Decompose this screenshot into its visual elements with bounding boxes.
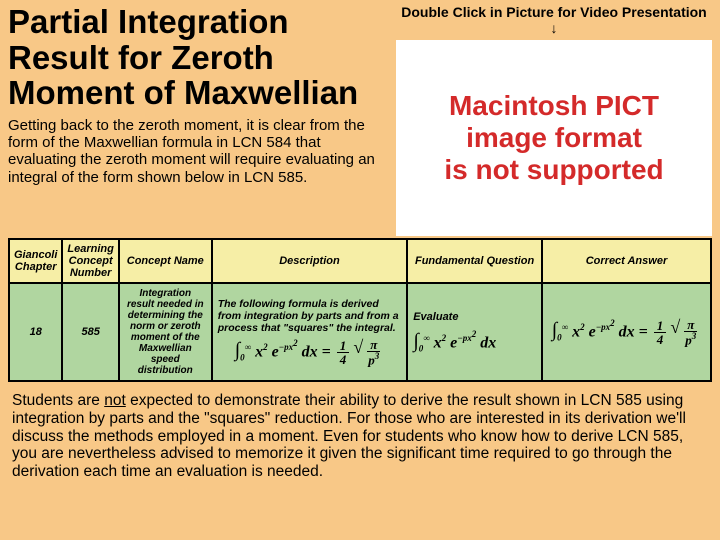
th-chapter: Giancoli Chapter bbox=[9, 239, 62, 283]
th-desc: Description bbox=[212, 239, 408, 283]
cell-desc: The following formula is derived from in… bbox=[212, 283, 408, 381]
th-answer: Correct Answer bbox=[542, 239, 711, 283]
bottom-not: not bbox=[104, 392, 126, 409]
table-row: 18 585 Integration result needed in dete… bbox=[9, 283, 711, 381]
question-formula: ∫0∞ x2 e−px2 dx bbox=[413, 329, 536, 354]
double-click-hint: Double Click in Picture for Video Presen… bbox=[396, 4, 712, 36]
answer-formula: ∫0∞ x2 e−px2 dx = 14 πp3 bbox=[548, 318, 705, 347]
page-title: Partial Integration Result for Zeroth Mo… bbox=[8, 4, 390, 111]
cell-answer: ∫0∞ x2 e−px2 dx = 14 πp3 bbox=[542, 283, 711, 381]
lcn-table-wrap: Giancoli Chapter Learning Concept Number… bbox=[0, 236, 720, 382]
pict-line2: image format bbox=[466, 122, 642, 154]
cell-chapter: 18 bbox=[9, 283, 62, 381]
th-question: Fundamental Question bbox=[407, 239, 542, 283]
desc-formula: ∫0∞ x2 e−px2 dx = 14 πp3 bbox=[218, 338, 402, 367]
question-label: Evaluate bbox=[413, 311, 536, 323]
table-header-row: Giancoli Chapter Learning Concept Number… bbox=[9, 239, 711, 283]
th-number: Learning Concept Number bbox=[62, 239, 118, 283]
pict-placeholder[interactable]: Macintosh PICT image format is not suppo… bbox=[396, 40, 712, 236]
th-name: Concept Name bbox=[119, 239, 212, 283]
bottom-paragraph: Students are not expected to demonstrate… bbox=[0, 382, 720, 481]
cell-question: Evaluate ∫0∞ x2 e−px2 dx bbox=[407, 283, 542, 381]
cell-name: Integration result needed in determining… bbox=[119, 283, 212, 381]
desc-text: The following formula is derived from in… bbox=[218, 298, 402, 334]
right-column: Double Click in Picture for Video Presen… bbox=[396, 4, 712, 236]
lcn-table: Giancoli Chapter Learning Concept Number… bbox=[8, 238, 712, 382]
top-row: Partial Integration Result for Zeroth Mo… bbox=[0, 0, 720, 236]
pict-line1: Macintosh PICT bbox=[449, 90, 659, 122]
left-column: Partial Integration Result for Zeroth Mo… bbox=[8, 4, 396, 186]
pict-line3: is not supported bbox=[444, 154, 663, 186]
intro-paragraph: Getting back to the zeroth moment, it is… bbox=[8, 117, 390, 186]
bottom-prefix: Students are bbox=[12, 392, 104, 409]
cell-number: 585 bbox=[62, 283, 118, 381]
